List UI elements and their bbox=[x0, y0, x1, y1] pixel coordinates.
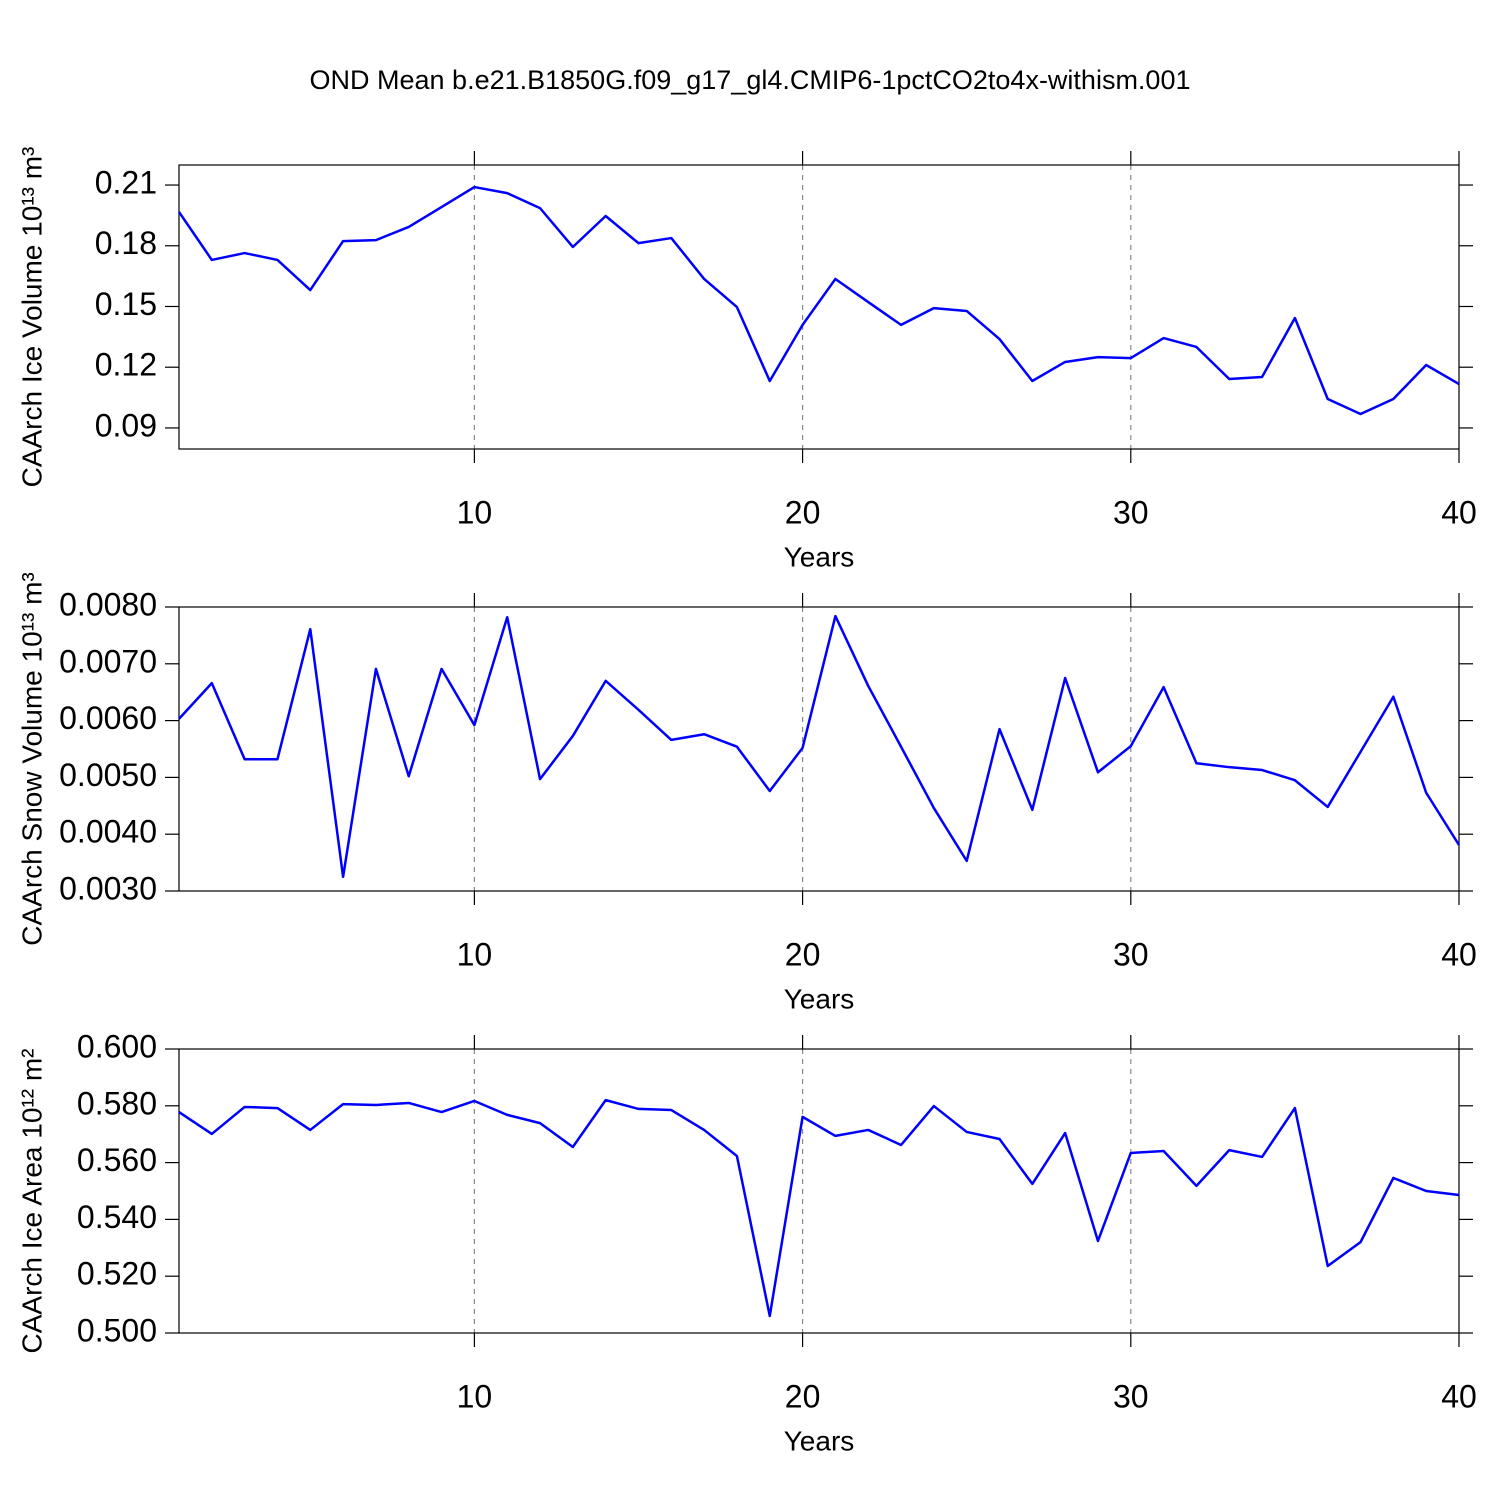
y-tick-label: 0.15 bbox=[95, 286, 157, 322]
y-tick-label: 0.560 bbox=[77, 1142, 157, 1178]
y-axis-label: CAArch Snow Volume 10¹³ m³ bbox=[16, 572, 47, 945]
x-tick-label: 10 bbox=[457, 494, 493, 530]
x-tick-label: 10 bbox=[457, 1378, 493, 1414]
y-tick-label: 0.21 bbox=[95, 164, 157, 200]
y-tick-label: 0.0040 bbox=[59, 814, 157, 850]
x-axis-label: Years bbox=[784, 541, 855, 572]
x-tick-label: 20 bbox=[785, 1378, 821, 1414]
y-axis-label: CAArch Ice Area 10¹² m² bbox=[16, 1049, 47, 1354]
x-tick-label: 30 bbox=[1113, 494, 1149, 530]
x-tick-label: 30 bbox=[1113, 1378, 1149, 1414]
y-tick-label: 0.0030 bbox=[59, 870, 157, 906]
data-line bbox=[177, 185, 1460, 416]
x-tick-label: 40 bbox=[1441, 494, 1477, 530]
x-tick-label: 20 bbox=[785, 494, 821, 530]
y-tick-label: 0.0060 bbox=[59, 700, 157, 736]
x-tick-label: 10 bbox=[457, 936, 493, 972]
x-tick-label: 30 bbox=[1113, 936, 1149, 972]
plot-frame bbox=[178, 606, 1460, 892]
x-axis-label: Years bbox=[784, 1425, 855, 1456]
data-line bbox=[178, 1098, 1460, 1318]
data-line bbox=[178, 614, 1461, 879]
y-tick-label: 0.580 bbox=[77, 1085, 157, 1121]
y-tick-label: 0.540 bbox=[77, 1199, 157, 1235]
x-tick-label: 20 bbox=[785, 936, 821, 972]
y-tick-label: 0.09 bbox=[95, 407, 157, 443]
y-tick-label: 0.600 bbox=[77, 1028, 157, 1064]
y-tick-label: 0.520 bbox=[77, 1256, 157, 1292]
x-tick-label: 40 bbox=[1441, 1378, 1477, 1414]
y-tick-label: 0.18 bbox=[95, 225, 157, 261]
y-tick-label: 0.12 bbox=[95, 347, 157, 383]
y-tick-label: 0.500 bbox=[77, 1312, 157, 1348]
figure-title: OND Mean b.e21.B1850G.f09_g17_gl4.CMIP6-… bbox=[310, 65, 1191, 95]
y-tick-label: 0.0070 bbox=[59, 643, 157, 679]
y-axis-label: CAArch Ice Volume 10¹³ m³ bbox=[16, 147, 47, 488]
x-tick-label: 40 bbox=[1441, 936, 1477, 972]
y-tick-label: 0.0080 bbox=[59, 586, 157, 622]
plot-frame bbox=[178, 1048, 1460, 1334]
plot-frame bbox=[178, 164, 1460, 450]
x-axis-label: Years bbox=[784, 983, 855, 1014]
y-tick-label: 0.0050 bbox=[59, 757, 157, 793]
